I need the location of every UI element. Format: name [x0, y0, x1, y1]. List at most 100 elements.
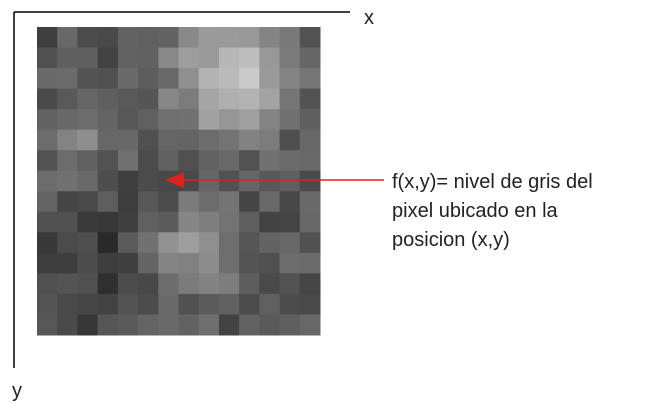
pixel	[77, 294, 98, 315]
pixel	[300, 294, 321, 315]
pixel	[118, 109, 139, 130]
pixel	[57, 150, 78, 171]
pixel	[179, 273, 200, 294]
pixel	[158, 314, 179, 335]
pixel	[219, 150, 240, 171]
pixel	[98, 27, 119, 48]
pixel	[199, 212, 220, 233]
annotation-line: f(x,y)= nivel de gris del	[392, 171, 593, 193]
pixel	[239, 314, 260, 335]
pixel	[259, 232, 280, 253]
pixel	[138, 232, 159, 253]
pixel	[118, 171, 139, 192]
pixel	[280, 27, 301, 48]
pixel	[300, 314, 321, 335]
pixel	[118, 232, 139, 253]
pixel	[158, 109, 179, 130]
pixel	[77, 212, 98, 233]
pixel	[219, 130, 240, 151]
pixel	[158, 232, 179, 253]
pixel	[300, 89, 321, 110]
pixel	[219, 314, 240, 335]
pixel	[179, 109, 200, 130]
pixel	[57, 253, 78, 274]
pixel	[199, 130, 220, 151]
pixel	[98, 130, 119, 151]
pixel	[219, 109, 240, 130]
pixel	[239, 68, 260, 89]
pixel	[280, 314, 301, 335]
pixel	[37, 171, 58, 192]
pixel	[259, 212, 280, 233]
pixel	[57, 191, 78, 212]
pixel	[138, 27, 159, 48]
pixel	[77, 191, 98, 212]
pixel	[259, 68, 280, 89]
pixel	[37, 294, 58, 315]
pixel	[179, 130, 200, 151]
pixel	[57, 48, 78, 69]
pixel	[280, 150, 301, 171]
pixel	[280, 191, 301, 212]
pixel	[179, 68, 200, 89]
pixel	[77, 232, 98, 253]
pixel	[138, 294, 159, 315]
pixel	[219, 273, 240, 294]
pixel	[158, 253, 179, 274]
pixel	[259, 89, 280, 110]
pixel	[138, 130, 159, 151]
pixel	[300, 253, 321, 274]
pixel	[98, 273, 119, 294]
pixel	[57, 232, 78, 253]
pixel	[259, 191, 280, 212]
pixel	[199, 48, 220, 69]
pixel	[37, 130, 58, 151]
pixel	[300, 68, 321, 89]
pixel	[219, 48, 240, 69]
pixel	[199, 191, 220, 212]
pixel	[138, 109, 159, 130]
pixel	[158, 212, 179, 233]
pixel	[219, 171, 240, 192]
pixel	[280, 48, 301, 69]
pixel	[179, 27, 200, 48]
pixel	[300, 232, 321, 253]
y-axis-label: y	[12, 380, 22, 402]
pixel	[37, 150, 58, 171]
pixel	[219, 68, 240, 89]
pixel	[280, 109, 301, 130]
pixel	[219, 27, 240, 48]
pixel	[300, 171, 321, 192]
pixel	[118, 89, 139, 110]
pixel	[259, 314, 280, 335]
pixel	[98, 171, 119, 192]
pixel	[57, 109, 78, 130]
pixel	[259, 253, 280, 274]
pixel	[158, 130, 179, 151]
pixel	[239, 89, 260, 110]
pixel	[239, 130, 260, 151]
pixel	[280, 253, 301, 274]
pixel	[300, 48, 321, 69]
pixel	[280, 294, 301, 315]
pixel	[259, 109, 280, 130]
pixel	[118, 314, 139, 335]
pixel	[57, 89, 78, 110]
pixel	[98, 109, 119, 130]
pixel	[300, 27, 321, 48]
pixel	[239, 48, 260, 69]
pixel	[179, 191, 200, 212]
pixel	[118, 130, 139, 151]
pixel	[77, 273, 98, 294]
pixel	[259, 130, 280, 151]
pixel	[77, 253, 98, 274]
pixel	[179, 48, 200, 69]
pixel	[179, 253, 200, 274]
pixel	[57, 27, 78, 48]
pixel	[239, 294, 260, 315]
pixel	[300, 130, 321, 151]
pixel	[179, 212, 200, 233]
pixel	[118, 48, 139, 69]
pixel	[37, 68, 58, 89]
pixel	[77, 48, 98, 69]
